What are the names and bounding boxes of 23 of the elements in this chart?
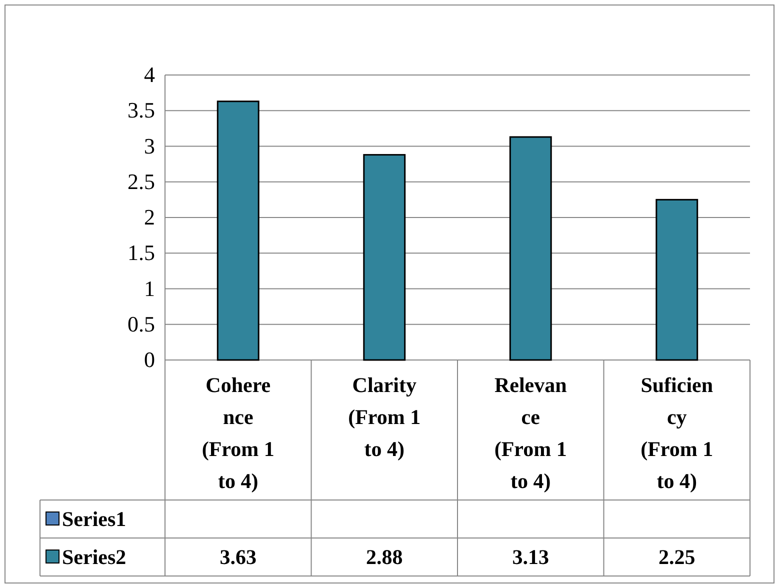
bar xyxy=(363,154,406,361)
legend-label: Series2 xyxy=(62,545,126,569)
y-tick-label: 3.5 xyxy=(128,98,155,123)
x-tick-label: Suficiency (From 1 to 4) xyxy=(640,373,714,493)
y-tick-label: 4 xyxy=(144,62,155,88)
y-tick-label: 1.5 xyxy=(128,240,155,266)
x-tick-label: Coherence (From 1 to 4) xyxy=(202,373,274,493)
data-label: 2.88 xyxy=(366,545,403,569)
data-label: 2.25 xyxy=(658,545,696,569)
y-tick-label: 2 xyxy=(144,204,155,230)
x-tick-label: Relevance (From 1 to 4) xyxy=(494,373,568,493)
y-tick-label: 1 xyxy=(144,276,155,301)
bar xyxy=(509,136,552,361)
y-tick-label: 0 xyxy=(144,347,155,372)
y-tick-label: 0.5 xyxy=(128,311,155,336)
bar xyxy=(216,100,260,361)
bar xyxy=(656,198,698,361)
data-label: 3.63 xyxy=(220,545,256,569)
y-tick-label: 2.5 xyxy=(128,168,155,194)
y-tick-label: 3 xyxy=(144,133,155,158)
legend-label: Series1 xyxy=(62,507,126,531)
x-tick-label: Clarity (From 1 to 4) xyxy=(348,373,421,461)
data-label: 3.13 xyxy=(512,545,549,569)
